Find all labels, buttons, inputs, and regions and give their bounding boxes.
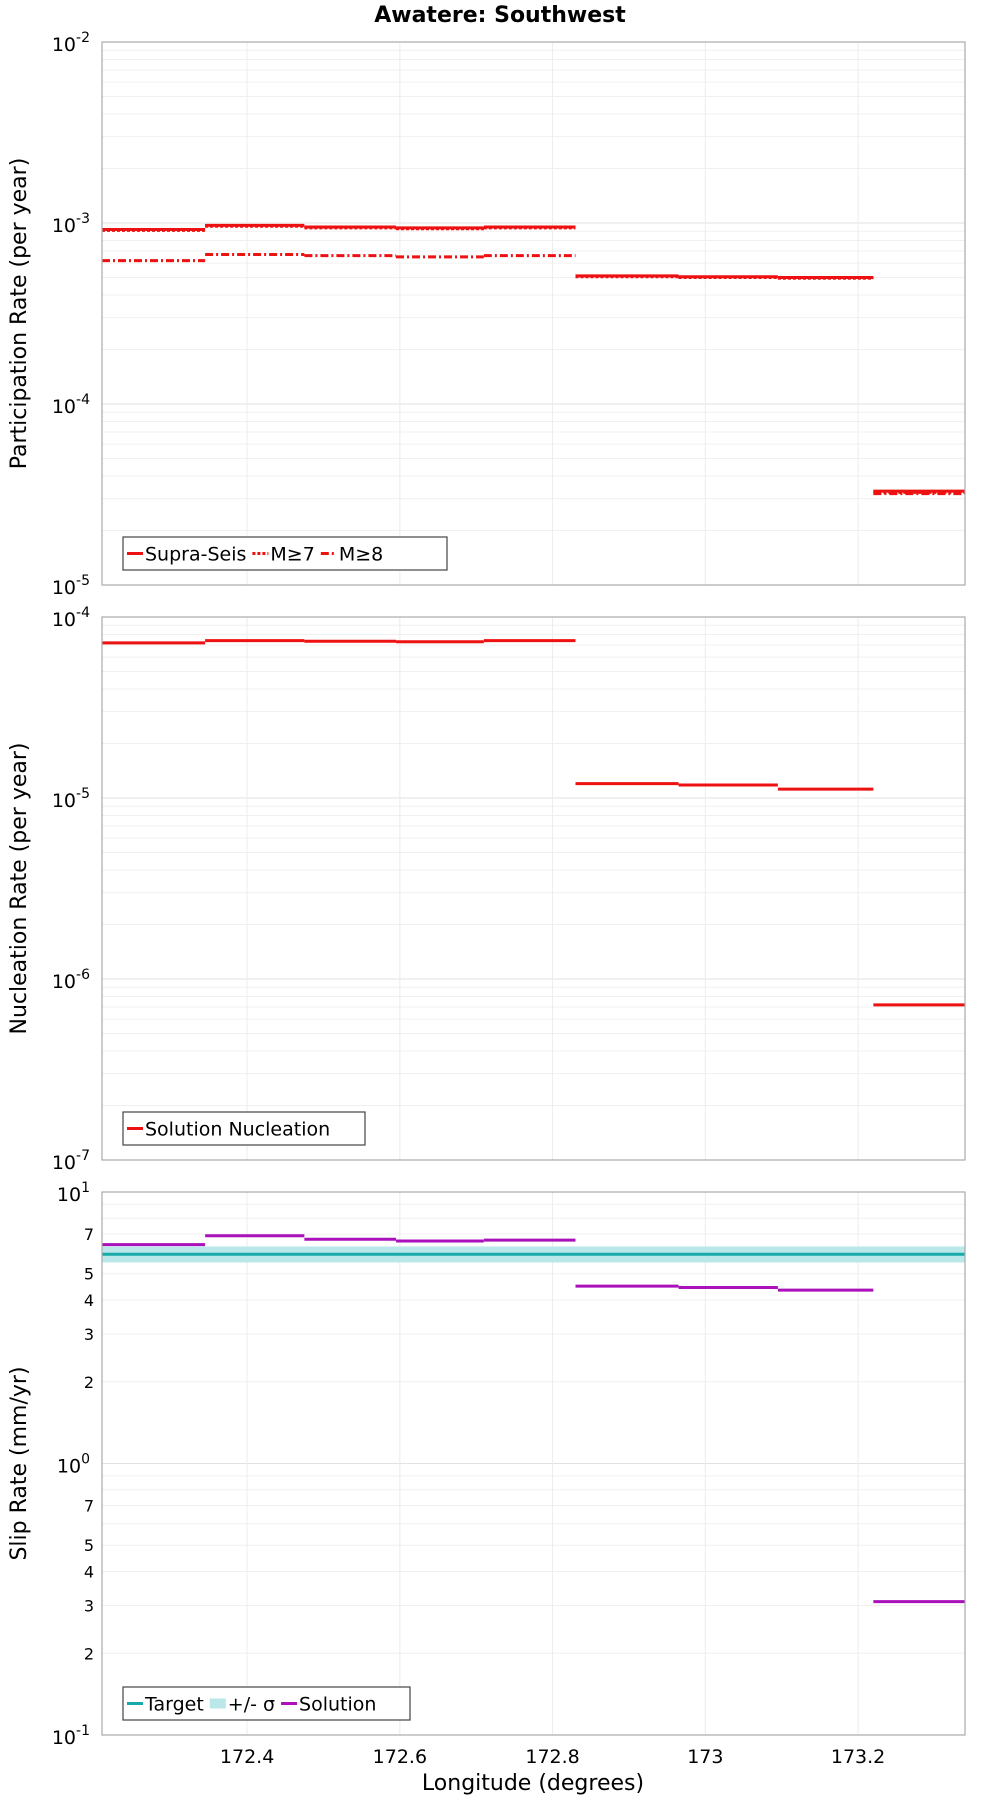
legend: Target +/- σ Solution	[122, 1686, 411, 1721]
x-tick-label: 172.4	[220, 1746, 274, 1768]
legend-swatch	[209, 1698, 226, 1709]
plot-area	[102, 617, 965, 1160]
y-tick-label: 101	[57, 1180, 90, 1206]
plot-frame	[101, 616, 966, 1161]
y-minor-tick-label: 4	[84, 1291, 94, 1310]
y-minor-tick-label: 5	[84, 1265, 94, 1284]
y-minor-tick-label: 3	[84, 1596, 94, 1615]
legend-box	[122, 1686, 411, 1721]
x-tick-label: 172.6	[373, 1746, 427, 1768]
panels: 10-5 10-4 10-3 10-2 Participation Rate (per …	[7, 30, 966, 1768]
legend-label: Supra-Seis	[145, 544, 246, 566]
legend-label: Target	[144, 1694, 204, 1716]
y-tick-label: 100	[57, 1452, 90, 1478]
y-minor-tick-label: 5	[84, 1536, 94, 1555]
series-m-7	[102, 224, 965, 494]
x-tick-label: 172.8	[525, 1746, 579, 1768]
y-tick-label: 10-7	[52, 1148, 90, 1174]
y-tick-label: 10-3	[52, 211, 90, 237]
y-tick-label: 10-4	[52, 605, 90, 631]
y-tick-label: 10-2	[52, 30, 90, 56]
y-tick-label: 10-5	[52, 573, 90, 599]
x-tick-label: 173.2	[831, 1746, 885, 1768]
y-minor-tick-label: 2	[84, 1373, 94, 1392]
series-solution	[102, 1234, 965, 1604]
panel-2: 10-7 10-6 10-5 10-4 Nucleation Rate (per yea…	[7, 605, 966, 1174]
y-tick-label: 10-4	[52, 392, 90, 418]
y-minor-tick-label: 3	[84, 1325, 94, 1344]
legend-label: +/- σ	[228, 1694, 275, 1716]
y-minor-tick-label: 2	[84, 1644, 94, 1663]
y-axis-label: Participation Rate (per year)	[7, 158, 32, 470]
panel-3: 10-1 100 101 2 3 4 5 7 2 3 4 5 7 Slip Rate (mm/yr) Tar…	[7, 1180, 966, 1768]
plot-frame	[101, 41, 966, 586]
panel-1: 10-5 10-4 10-3 10-2 Participation Rate (per …	[7, 30, 966, 599]
legend-label: M≥7	[270, 544, 314, 566]
y-tick-label: 10-1	[52, 1723, 90, 1749]
y-minor-tick-label: 7	[84, 1225, 94, 1244]
y-axis-label: Slip Rate (mm/yr)	[7, 1366, 32, 1560]
legend-label: Solution Nucleation	[145, 1119, 330, 1141]
legend-box	[122, 536, 448, 571]
legend-box	[122, 1111, 366, 1146]
legend-label: M≥8	[339, 544, 383, 566]
x-axis-label: Longitude (degrees)	[422, 1771, 644, 1796]
chart-title: Awatere: Southwest	[374, 3, 626, 28]
plot-area	[102, 42, 965, 585]
y-axis-label: Nucleation Rate (per year)	[7, 743, 32, 1035]
plot-frame	[101, 1191, 966, 1736]
y-tick-label: 10-5	[52, 786, 90, 812]
legend: Solution Nucleation	[122, 1111, 366, 1146]
x-tick-label: 173	[687, 1746, 723, 1768]
legend: Supra-Seis M≥7 M≥8	[122, 536, 448, 571]
legend-label: Solution	[299, 1694, 376, 1716]
series-m-8	[102, 252, 965, 496]
y-tick-label: 10-6	[52, 967, 90, 993]
y-minor-tick-label: 4	[84, 1563, 94, 1582]
series-solution-nucleation	[102, 639, 965, 1007]
y-minor-tick-label: 7	[84, 1497, 94, 1516]
